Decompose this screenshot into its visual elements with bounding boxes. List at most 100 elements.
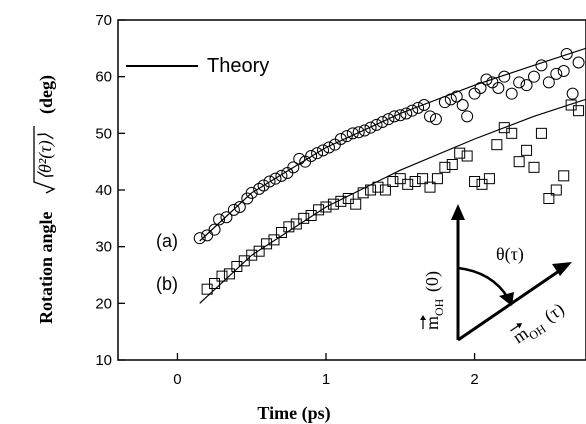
data-point-a [382,113,395,126]
data-point-a [513,76,526,89]
data-point-a [275,169,288,182]
legend-label: Theory [207,55,269,77]
data-point-b [469,176,481,187]
data-point-a [364,121,377,134]
data-point-a [257,179,270,192]
data-point-a [227,203,240,216]
y-axis-title-unit: (deg) [36,75,57,114]
data-point-b [305,210,317,221]
data-point-b [387,176,399,187]
data-point-a [542,76,555,89]
y-axis-title-prefix: Rotation angle [36,211,56,324]
data-point-b [379,184,391,196]
data-point-b [313,204,325,216]
data-point-a [557,65,570,77]
data-points [193,48,585,295]
data-point-b [550,184,562,196]
inset-vector-diagram: θ(τ) m OH (0) m OH (τ) [420,204,572,347]
data-point-b [513,156,525,168]
data-point-a [220,211,233,224]
data-point-b [223,268,235,280]
data-point-a [528,70,540,83]
data-point-a [406,104,419,117]
data-point-a [418,99,431,111]
data-point-a [253,182,266,195]
data-point-a [505,87,518,100]
data-point-b [231,261,243,272]
x-tick-label: 1 [322,371,330,388]
vector-m0-argument: (0) [422,271,443,292]
data-point-b [365,184,377,196]
data-point-b [372,181,384,193]
series-label-b: (b) [156,274,178,294]
data-point-a [287,161,300,174]
data-point-b [327,198,339,210]
data-point-a [444,93,457,106]
data-point-a [352,126,365,139]
data-point-a [498,70,511,83]
sqrt-sign-icon [33,126,56,194]
vector-mtau-arrowhead-icon [552,262,572,276]
data-point-b [261,238,273,250]
data-point-a [400,107,413,120]
data-point-b [298,212,310,224]
y-tick-label: 20 [95,295,112,312]
data-point-a [334,133,347,145]
data-point-a [412,101,425,114]
x-axis-ticks: 0 1 2 [173,353,479,388]
data-point-b [483,173,495,185]
data-point-a [560,48,573,60]
data-point-b [246,249,258,261]
data-point-b [521,144,533,156]
data-point-a [305,150,318,162]
data-point-a [456,99,469,111]
data-point-a [535,59,548,72]
vector-m0-label: m OH (0) [420,271,446,330]
data-point-a [213,213,226,226]
data-point-b [491,139,503,151]
data-point-b [506,127,518,139]
data-point-a [208,223,221,236]
y-axis-ticks: 10 20 30 40 50 60 70 [95,12,125,369]
angle-label: θ(τ) [496,244,524,265]
data-point-b [558,170,570,182]
vector-m0-arrowhead-icon [451,204,465,220]
y-axis-title: Rotation angle ⟨θ²(τ)⟩ (deg) [33,75,57,324]
data-point-b [283,221,295,233]
data-point-b [543,193,555,204]
data-point-a [424,110,436,123]
data-point-b [253,245,265,257]
data-point-b [573,105,585,117]
vector-mtau-overarrow-icon [516,323,523,329]
y-tick-label: 30 [95,239,112,256]
data-point-b [439,161,451,173]
data-point-b [342,193,354,204]
data-point-b [498,122,510,134]
data-point-b [357,187,369,199]
legend: Theory [126,55,269,77]
data-point-a [193,232,206,245]
theory-curve-b [199,98,586,304]
data-point-a [394,109,407,122]
y-axis-title-expr: ⟨θ²(τ)⟩ [35,133,56,180]
series-label-a: (a) [156,231,178,251]
data-point-a [376,116,389,128]
data-point-b [461,150,473,162]
data-point-a [450,90,463,103]
data-point-b [320,201,332,213]
x-tick-label: 0 [173,371,181,388]
data-point-b [417,173,429,185]
data-point-b [268,234,280,246]
data-point-a [474,82,487,94]
angle-arc-icon [457,266,510,299]
data-point-b [424,181,436,193]
data-point-a [322,141,335,154]
data-point-a [370,118,383,131]
data-point-b [275,227,287,238]
data-point-b [476,178,488,190]
data-point-a [358,124,371,137]
data-point-a [346,127,359,140]
data-point-a [245,186,258,199]
plot-area [117,19,586,361]
x-tick-label: 2 [470,371,478,388]
